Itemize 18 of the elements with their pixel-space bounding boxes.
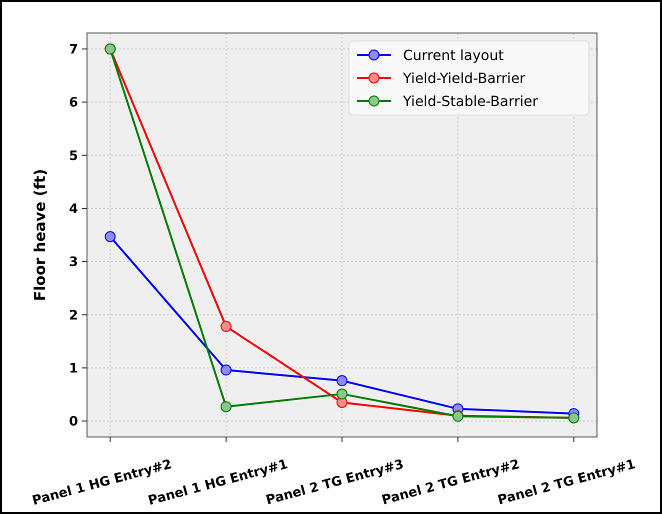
- legend-label: Current layout: [403, 48, 504, 64]
- y-tick-label: 6: [68, 96, 78, 111]
- point: [220, 364, 232, 376]
- y-tick-label: 1: [68, 361, 78, 376]
- legend-label: Yield-Stable-Barrier: [402, 94, 538, 110]
- y-tick-label: 7: [68, 42, 78, 58]
- point: [336, 375, 348, 386]
- y-tick-label: 4: [68, 202, 78, 217]
- point: [104, 231, 116, 242]
- point: [220, 401, 232, 412]
- y-tick-label: 5: [68, 148, 78, 164]
- y-tick-label: 2: [68, 308, 78, 324]
- y-axis-title: Floor heave (ft): [31, 168, 49, 302]
- point: [220, 320, 232, 332]
- y-tick-label: 3: [68, 255, 78, 270]
- y-tick-label: 0: [68, 414, 78, 430]
- point: [336, 388, 348, 400]
- legend-label: Yield-Yield-Barrier: [402, 70, 526, 87]
